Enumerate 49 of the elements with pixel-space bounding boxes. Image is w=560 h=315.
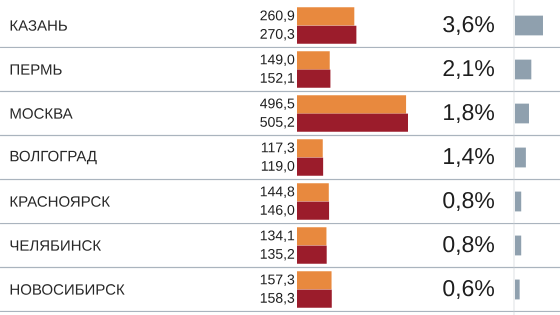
bar [297, 95, 406, 114]
y-tick-label: КРАСНОЯРСК [10, 196, 110, 207]
y-tick-label: КАЗАНЬ [10, 20, 67, 31]
data-label: 117,3 [262, 142, 294, 154]
bar [297, 227, 326, 246]
bar [297, 139, 323, 158]
data-label: 119,0 [262, 160, 294, 173]
bar [297, 51, 330, 70]
bar [297, 158, 324, 176]
data-label: 157,3 [260, 274, 294, 286]
y-tick-label: ЧЕЛЯБИНСК [10, 240, 102, 251]
bar [297, 114, 408, 132]
data-label: 505,2 [260, 116, 294, 129]
bar [297, 290, 332, 308]
data-label: 0,6% [443, 280, 494, 299]
bar [297, 70, 330, 88]
bar [514, 16, 543, 36]
bar [514, 148, 526, 168]
bar [297, 246, 327, 264]
data-label: 3,6% [443, 16, 494, 36]
bar [297, 202, 330, 220]
data-label: 152,1 [260, 72, 294, 85]
data-label: 146,0 [260, 204, 294, 217]
bar [514, 60, 532, 80]
bar [297, 271, 332, 290]
data-label: 270,3 [260, 28, 294, 41]
y-tick-label: ВОЛГОГРАД [10, 150, 97, 164]
bar [297, 7, 354, 26]
data-label: 134,1 [260, 230, 294, 242]
bar [514, 104, 529, 124]
bar [297, 183, 329, 202]
data-label: 2,1% [444, 60, 494, 80]
data-label: 1,4% [444, 148, 494, 167]
y-tick-label: МОСКВА [10, 108, 73, 119]
bar [514, 192, 522, 212]
bar [514, 280, 520, 300]
data-label: 496,5 [260, 98, 294, 110]
data-label: 149,0 [260, 54, 294, 66]
y-tick-label: НОВОСИБИРСК [10, 284, 125, 295]
y-tick-label: ПЕРМЬ [10, 64, 62, 75]
bar [514, 236, 522, 256]
data-label: 260,9 [260, 10, 294, 22]
data-label: 0,8% [443, 192, 494, 211]
data-label: 135,2 [260, 248, 294, 261]
data-label: 0,8% [443, 236, 494, 255]
data-label: 158,3 [260, 292, 294, 305]
data-label: 1,8% [444, 104, 494, 124]
bar [297, 26, 356, 44]
data-label: 144,8 [260, 186, 294, 198]
